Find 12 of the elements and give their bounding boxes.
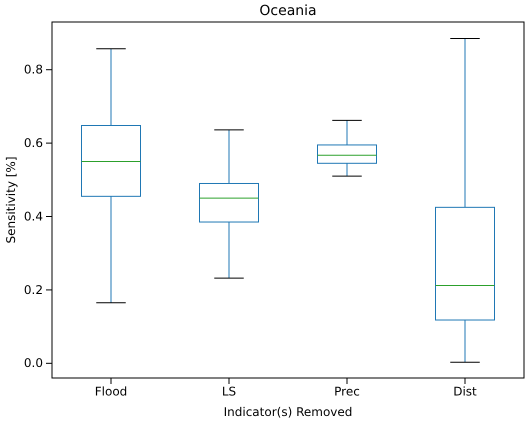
x-tick-label: LS [222, 384, 236, 399]
chart-title: Oceania [259, 3, 317, 19]
y-tick-label: 0.8 [24, 62, 43, 77]
y-tick-label: 0.4 [24, 209, 43, 224]
y-axis-title: Sensitivity [%] [4, 156, 18, 244]
x-tick-label: Prec [334, 384, 360, 399]
x-tick-label: Flood [94, 384, 128, 399]
y-tick-label: 0.2 [24, 282, 43, 297]
x-tick-label: Dist [453, 384, 478, 399]
x-axis-title: Indicator(s) Removed [224, 405, 352, 419]
y-tick-label: 0.0 [24, 356, 43, 370]
y-tick-label: 0.6 [24, 136, 43, 150]
